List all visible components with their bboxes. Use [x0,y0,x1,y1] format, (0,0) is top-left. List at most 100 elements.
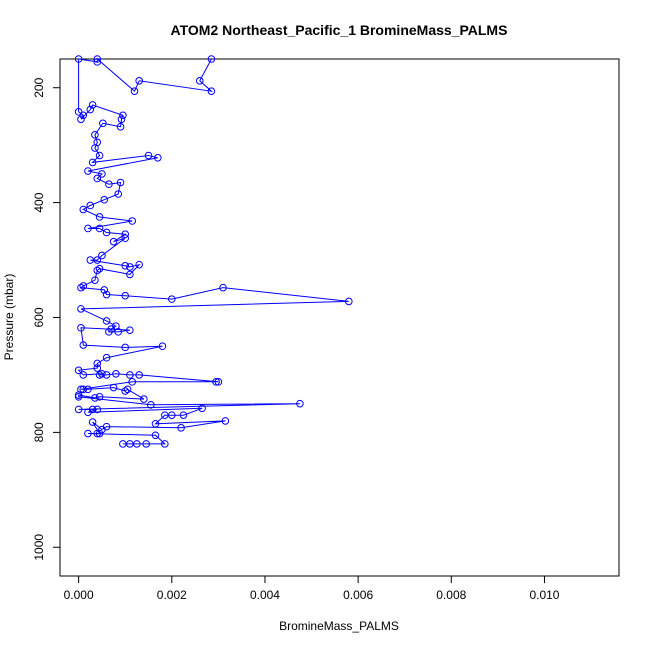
y-axis-label: Pressure (mbar) [2,274,16,361]
data-point [93,364,102,372]
data-point [86,201,95,210]
data-point [116,122,125,131]
data-point [102,317,111,325]
data-point [121,230,130,239]
data-point [95,224,104,233]
data-point [79,282,88,290]
data-point [177,423,185,432]
data-point [207,87,216,95]
data-point [100,195,109,204]
y-tick-label: 600 [32,307,46,327]
x-tick-label: 0.000 [64,588,94,602]
data-point [91,276,99,284]
data-point [102,353,111,362]
data-point [79,385,88,394]
data-point [144,151,153,160]
data-point [116,178,125,187]
data-point [95,151,104,160]
data-point [79,205,88,214]
data-point [98,251,106,260]
y-tick-label: 400 [32,192,46,212]
data-point [151,431,160,440]
data-point [168,295,176,303]
data-point [114,328,123,336]
y-tick-label: 1000 [32,534,46,561]
data-point [86,105,95,114]
data-point [95,392,104,401]
x-tick-label: 0.004 [250,588,280,602]
data-point [140,395,148,403]
data-point [109,237,118,246]
data-point [77,324,85,332]
data-point [93,429,102,438]
x-axis: 0.000 0.002 0.004 0.006 0.008 0.010 [64,575,560,602]
data-point [84,408,92,417]
data-point [74,405,83,414]
data-point [121,291,130,300]
data-point [123,385,132,394]
y-axis: 200 400 600 800 1000 [32,77,61,561]
data-point [84,385,92,394]
y-tick-label: 200 [32,77,46,97]
data-point [84,167,92,175]
data-point [95,264,104,273]
data-point [128,217,137,225]
data-point [105,328,113,336]
data-point [147,401,155,409]
data-point [91,394,99,402]
data-point [126,371,134,379]
data-point [126,263,134,271]
chart-title: ATOM2 Northeast_Pacific_1 BromineMass_PA… [171,22,508,38]
data-point [74,392,83,401]
data-point [79,371,88,379]
data-point [95,429,104,438]
data-point [98,170,106,178]
data-point [105,180,113,189]
data-point [86,256,95,264]
data-point [135,371,143,379]
data-point [99,119,107,128]
data-layer [74,55,353,448]
data-point [77,283,85,292]
data-point [179,411,188,419]
data-point [93,359,102,368]
data-point [198,404,206,413]
data-point [88,101,97,109]
data-point [128,378,137,386]
data-point [93,266,102,275]
data-point [95,213,104,221]
data-point [219,283,227,292]
data-point [119,111,127,120]
x-tick-label: 0.008 [436,588,466,602]
data-point [207,55,216,63]
data-point [151,419,160,428]
data-point [77,115,85,124]
data-point [212,378,220,386]
data-point [84,224,92,233]
x-axis-label: BromineMass_PALMS [279,619,399,633]
data-point [121,234,130,243]
data-point [102,371,111,379]
data-point [102,290,111,299]
data-point [109,383,118,392]
data-point [88,158,97,167]
data-point [98,425,106,434]
data-point [91,131,99,139]
data-point [119,440,127,448]
data-point [114,190,123,198]
x-tick-label: 0.010 [529,588,559,602]
data-point [126,270,134,279]
data-point [158,342,167,351]
data-point [296,399,304,408]
data-point [130,87,139,95]
data-point [161,411,169,419]
data-point [126,326,134,334]
data-point [214,378,223,386]
data-point [93,58,102,66]
data-point [100,286,109,294]
data-point [93,55,102,63]
x-tick-label: 0.002 [157,588,187,602]
plot-frame [59,58,620,577]
data-point [93,405,102,414]
